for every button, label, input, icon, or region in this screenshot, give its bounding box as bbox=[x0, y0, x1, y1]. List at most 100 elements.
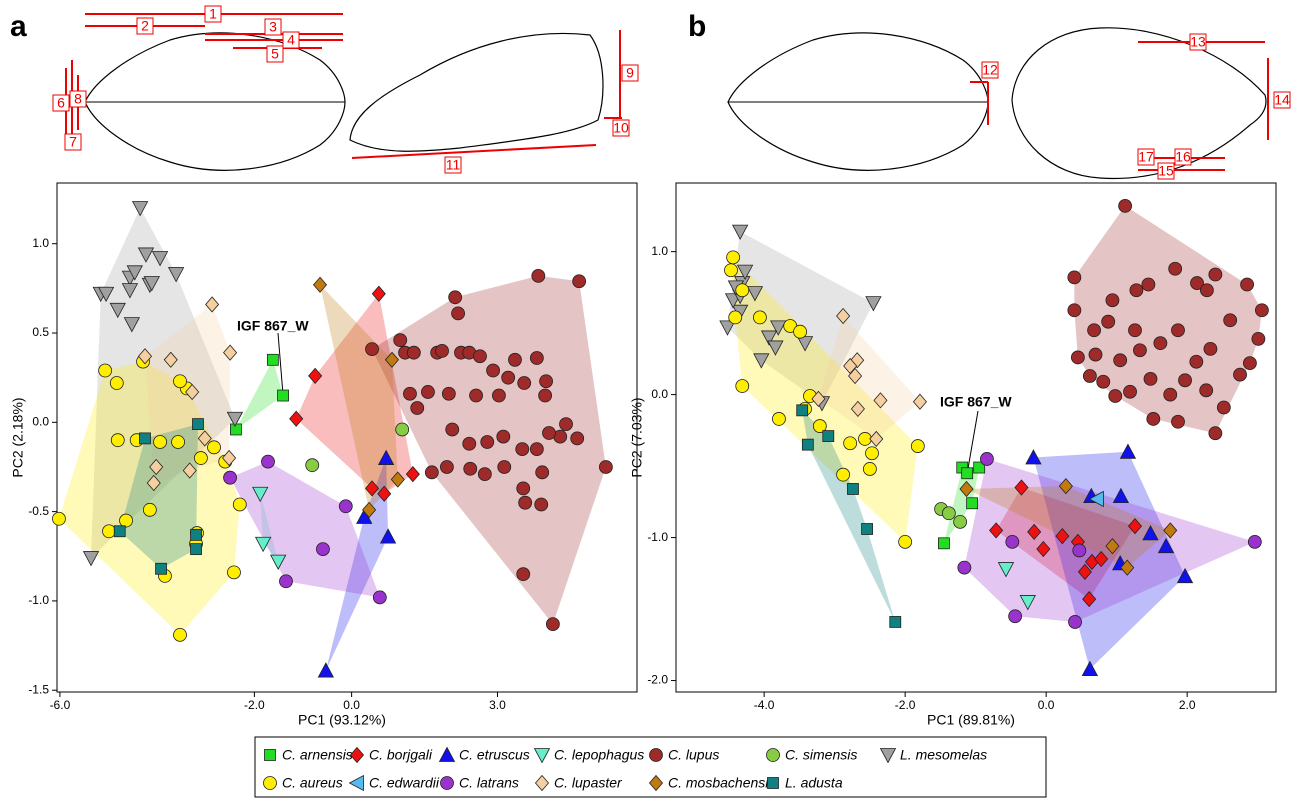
point bbox=[1133, 344, 1146, 357]
point bbox=[518, 377, 531, 390]
point bbox=[208, 441, 221, 454]
legend-label: C. latrans bbox=[459, 775, 519, 791]
y-tick-label: -1.5 bbox=[28, 682, 49, 696]
x-axis-label: PC1 (93.12%) bbox=[298, 712, 386, 728]
legend-label: C. arnensis bbox=[282, 747, 353, 763]
point bbox=[1255, 304, 1268, 317]
legend-label: C. lupus bbox=[668, 747, 719, 763]
point bbox=[938, 538, 949, 549]
point bbox=[1130, 284, 1143, 297]
point bbox=[373, 591, 386, 604]
point bbox=[452, 307, 465, 320]
point bbox=[980, 452, 993, 465]
point bbox=[1142, 278, 1155, 291]
point bbox=[114, 526, 125, 537]
point bbox=[1224, 314, 1237, 327]
point bbox=[1190, 355, 1203, 368]
point bbox=[954, 515, 967, 528]
point bbox=[279, 575, 292, 588]
point bbox=[519, 496, 532, 509]
point bbox=[958, 561, 971, 574]
x-tick-label: -2.0 bbox=[895, 698, 916, 712]
point bbox=[425, 466, 438, 479]
point bbox=[1154, 337, 1167, 350]
hull bbox=[230, 462, 380, 598]
point bbox=[1088, 324, 1101, 337]
point bbox=[481, 435, 494, 448]
point bbox=[823, 431, 834, 442]
point bbox=[535, 498, 548, 511]
point bbox=[862, 524, 873, 535]
point bbox=[1169, 262, 1182, 275]
point bbox=[318, 663, 333, 677]
measurement-label: 12 bbox=[982, 62, 998, 78]
point bbox=[1217, 401, 1230, 414]
y-tick-label: 1.0 bbox=[651, 244, 668, 258]
point bbox=[1069, 615, 1082, 628]
figure: a b 1234567891011121314151617 IGF 867_W-… bbox=[0, 0, 1299, 798]
legend-marker bbox=[768, 778, 779, 789]
measurement-label: 15 bbox=[1158, 163, 1174, 179]
legend-label: C. simensis bbox=[785, 747, 857, 763]
legend-marker bbox=[650, 749, 663, 762]
point bbox=[103, 525, 116, 538]
legend-label: C. borjgali bbox=[369, 747, 433, 763]
y-tick-label: -0.5 bbox=[28, 504, 49, 518]
x-tick-label: 3.0 bbox=[489, 698, 506, 712]
point bbox=[516, 443, 529, 456]
point bbox=[396, 423, 409, 436]
point bbox=[1248, 535, 1261, 548]
y-axis-label: PC2 (2.18%) bbox=[10, 397, 26, 477]
legend-label: C. mosbachensis bbox=[668, 775, 775, 791]
point bbox=[1241, 278, 1254, 291]
point bbox=[517, 568, 530, 581]
point bbox=[464, 462, 477, 475]
point bbox=[403, 387, 416, 400]
point bbox=[837, 468, 850, 481]
measurement-label: 8 bbox=[74, 91, 82, 107]
point bbox=[1097, 375, 1110, 388]
point bbox=[1009, 610, 1022, 623]
point bbox=[532, 269, 545, 282]
y-tick-label: 1.0 bbox=[32, 236, 49, 250]
point bbox=[1068, 271, 1081, 284]
point bbox=[847, 483, 858, 494]
point bbox=[571, 432, 584, 445]
point bbox=[84, 552, 99, 566]
point bbox=[1179, 374, 1192, 387]
annotation: IGF 867_W bbox=[940, 394, 1012, 410]
point bbox=[174, 628, 187, 641]
legend-label: L. mesomelas bbox=[900, 747, 987, 763]
point bbox=[1119, 199, 1132, 212]
point bbox=[1128, 324, 1141, 337]
point bbox=[736, 284, 749, 297]
point bbox=[227, 566, 240, 579]
legend-marker bbox=[441, 777, 454, 790]
point bbox=[508, 353, 521, 366]
y-tick-label: 0.0 bbox=[32, 414, 49, 428]
y-tick-label: -1.0 bbox=[28, 593, 49, 607]
point bbox=[543, 427, 556, 440]
point bbox=[560, 418, 573, 431]
point bbox=[1071, 351, 1084, 364]
point bbox=[446, 423, 459, 436]
point bbox=[530, 443, 543, 456]
point bbox=[753, 311, 766, 324]
point bbox=[539, 389, 552, 402]
point bbox=[440, 460, 453, 473]
measurement-label: 11 bbox=[446, 157, 461, 173]
point bbox=[1102, 315, 1115, 328]
x-tick-label: -4.0 bbox=[754, 698, 775, 712]
x-tick-label: -2.0 bbox=[244, 698, 265, 712]
measurement-label: 10 bbox=[613, 120, 629, 136]
point bbox=[1234, 368, 1247, 381]
point bbox=[899, 535, 912, 548]
point bbox=[306, 459, 319, 472]
skull-drawings bbox=[85, 28, 1266, 179]
legend-marker bbox=[265, 750, 276, 761]
y-axis-label: PC2 (7.03%) bbox=[629, 397, 645, 477]
y-tick-label: -2.0 bbox=[647, 673, 668, 687]
point bbox=[191, 544, 202, 555]
point bbox=[844, 437, 857, 450]
legend-label: L. adusta bbox=[785, 775, 843, 791]
